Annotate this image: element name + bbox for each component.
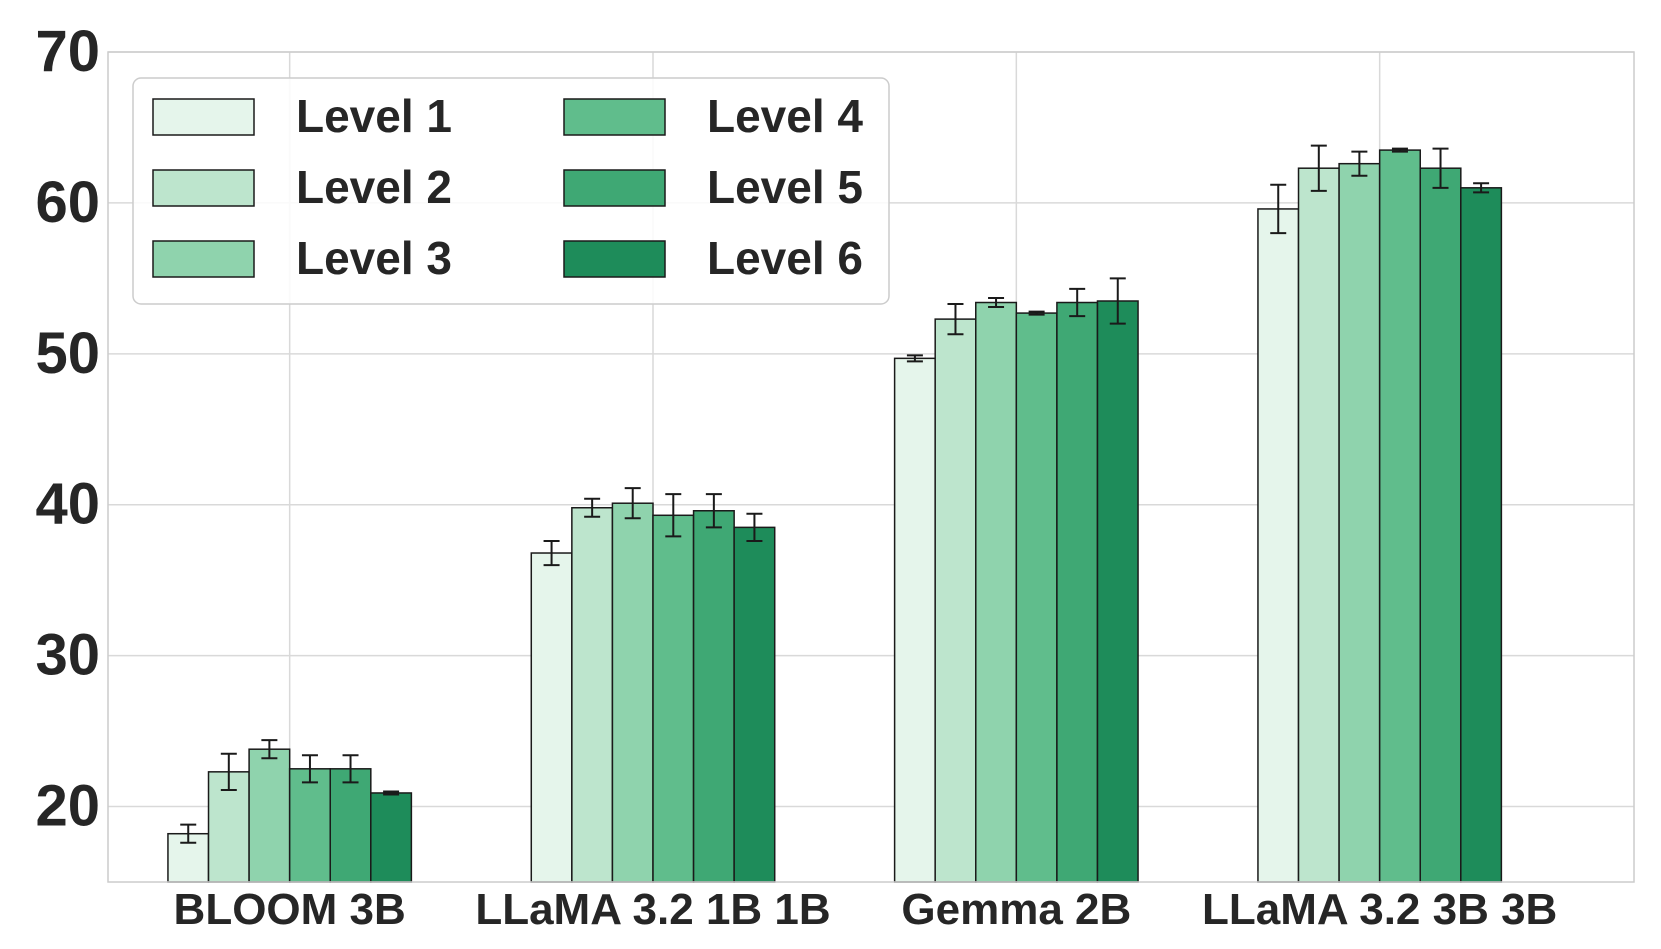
legend-swatch — [152, 98, 255, 136]
bar — [652, 514, 695, 883]
legend-swatch — [152, 240, 255, 278]
x-tick-label: LLaMA 3.2 1B 1B — [475, 885, 830, 934]
bar — [530, 552, 573, 883]
x-axis: BLOOM 3B LLaMA 3.2 1B 1B Gemma 2B LLaMA 3.2… — [174, 885, 1558, 934]
legend-label: Level 5 — [707, 161, 863, 213]
bar — [975, 301, 1018, 883]
bar — [1096, 300, 1139, 883]
y-tick-label: 70 — [35, 19, 100, 84]
legend-label: Level 3 — [296, 232, 452, 284]
bar — [571, 506, 614, 883]
legend-label: Level 2 — [296, 161, 452, 213]
legend-swatch — [563, 98, 666, 136]
bar — [692, 510, 735, 883]
bar — [288, 768, 331, 883]
legend-swatch — [563, 169, 666, 207]
y-tick-label: 50 — [35, 321, 100, 386]
legend: Level 1 Level 2 Level 3 Level 4 Level 5 Level… — [132, 77, 890, 305]
bar — [1015, 312, 1058, 883]
y-tick-label: 40 — [35, 472, 100, 537]
bar — [1338, 162, 1381, 883]
bar — [1378, 149, 1421, 883]
y-axis: 20 30 40 50 60 70 — [35, 19, 100, 839]
bar — [934, 318, 977, 883]
x-tick-label: LLaMA 3.2 3B 3B — [1202, 885, 1557, 934]
y-tick-label: 30 — [35, 623, 100, 688]
bar — [329, 768, 372, 883]
legend-label: Level 4 — [707, 90, 863, 142]
bars — [167, 144, 1503, 883]
x-tick-label: Gemma 2B — [901, 885, 1131, 934]
bar — [1419, 167, 1462, 883]
y-tick-label: 20 — [35, 774, 100, 839]
bar — [248, 748, 291, 883]
x-tick-label: BLOOM 3B — [174, 885, 406, 934]
legend-frame — [132, 77, 890, 305]
legend-swatch — [563, 240, 666, 278]
plot-border — [107, 51, 1635, 883]
bar — [611, 502, 654, 883]
bar — [1297, 167, 1340, 883]
bar — [893, 357, 936, 883]
legend-label: Level 1 — [296, 90, 452, 142]
y-tick-label: 60 — [35, 170, 100, 235]
bar — [733, 526, 776, 883]
bar — [1460, 187, 1503, 883]
bar — [370, 792, 413, 883]
bar — [1257, 208, 1300, 883]
legend-swatch — [152, 169, 255, 207]
bar — [1056, 301, 1099, 883]
legend-label: Level 6 — [707, 232, 863, 284]
